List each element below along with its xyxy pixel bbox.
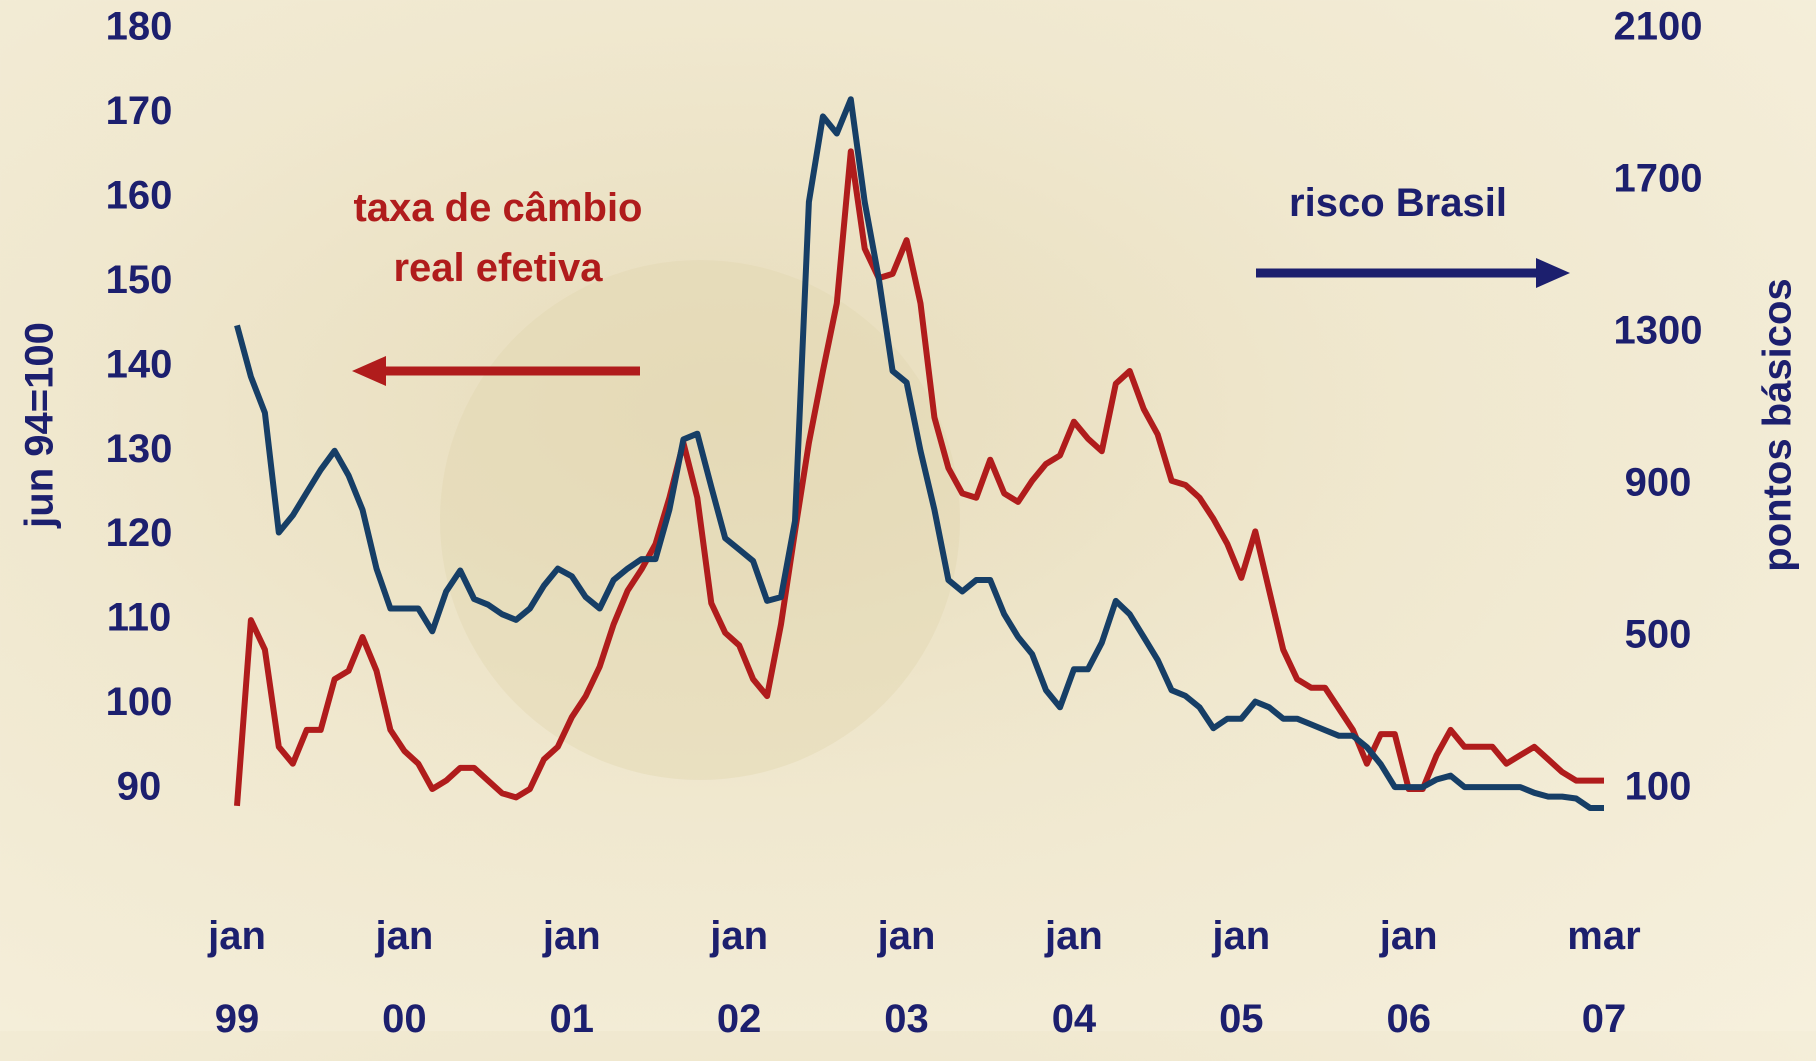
y-axis-label: jun 94=100 [18, 322, 62, 529]
y2-tick-label: 100 [1625, 765, 1692, 809]
arrow-left-head [352, 356, 386, 386]
y2-tick-label: 1700 [1614, 157, 1703, 201]
y2-tick-label: 500 [1625, 613, 1692, 657]
y-tick-label: 120 [106, 511, 173, 555]
y-tick-label: 90 [117, 765, 162, 809]
x-tick-label: mar 07 [1567, 914, 1641, 1041]
x-tick-label: jan 05 [1212, 914, 1271, 1041]
chart: jun 94=100 pontos básicos 90 100 110 120 130… [18, 5, 1800, 811]
y-tick-label: 100 [106, 680, 173, 724]
y2-tick-label: 900 [1625, 461, 1692, 505]
x-tick-label: jan 04 [1045, 914, 1103, 1041]
series-label-risk: risco Brasil [1289, 181, 1507, 225]
series-line [234, 148, 1604, 807]
x-tick-label: jan 02 [710, 914, 769, 1041]
x-tick-label: jan 03 [877, 914, 936, 1041]
x-tick-label: jan 06 [1379, 914, 1438, 1041]
y-tick-label: 150 [106, 258, 173, 302]
y-tick-label: 160 [106, 173, 173, 217]
y-tick-label: 130 [106, 427, 173, 471]
y-tick-label: 180 [106, 5, 173, 49]
x-tick-label: jan 01 [542, 914, 601, 1041]
series-line [234, 96, 1604, 811]
y-tick-label: 140 [106, 342, 173, 386]
y2-tick-label: 1300 [1614, 309, 1703, 353]
y2-axis-label: pontos básicos [1756, 278, 1800, 571]
arrow-right-head [1536, 258, 1570, 288]
y-tick-label: 170 [106, 89, 173, 133]
x-tick-label: jan 00 [375, 914, 434, 1041]
series-label-exchange: taxa de câmbio real efetiva [353, 186, 643, 290]
y-tick-label: 110 [107, 596, 172, 640]
y2-tick-label: 2100 [1614, 5, 1703, 49]
x-tick-label: jan 99 [208, 914, 266, 1041]
